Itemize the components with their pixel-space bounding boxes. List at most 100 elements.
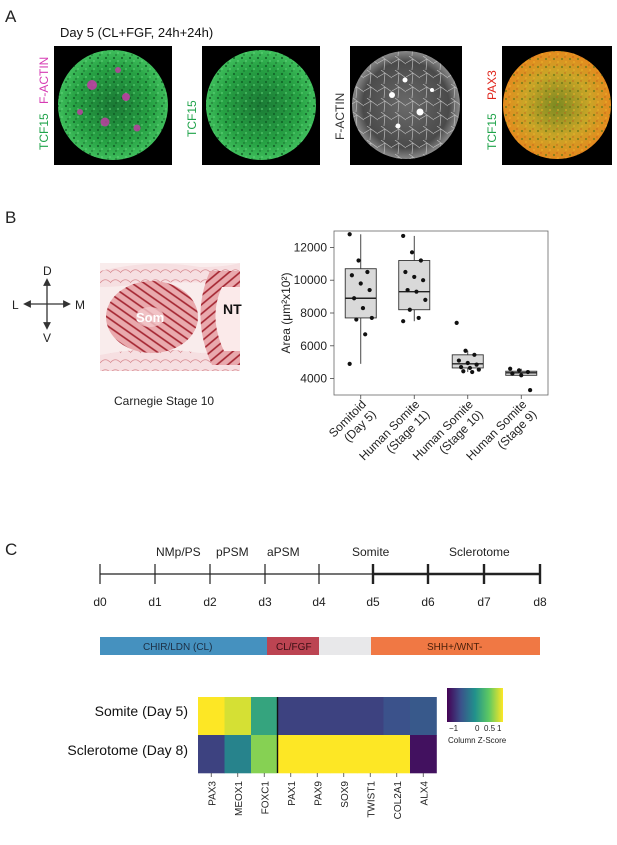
data-point xyxy=(456,358,461,363)
data-point xyxy=(403,269,408,275)
heatmap-row-sclerotome: Sclerotome (Day 8) xyxy=(67,742,188,758)
condition-shh-wnt: SHH+/WNT- xyxy=(427,642,482,653)
timeline-day-label: d0 xyxy=(93,595,107,609)
data-point xyxy=(476,367,481,372)
data-point xyxy=(470,369,475,375)
panel-a: A Day 5 (CL+FGF, 24h+24h) TCF15 F-ACTIN … xyxy=(5,7,612,165)
microscopy-image-tcf15-pax3 xyxy=(502,46,612,165)
histology-label-som: Som xyxy=(136,310,164,325)
heatmap-cell xyxy=(224,735,252,774)
heatmap-cell xyxy=(357,735,384,774)
image-4-label-tcf15: TCF15 xyxy=(485,113,499,150)
stage-somite: Somite xyxy=(352,545,390,559)
timeline: d0 d1 d2 d3 d4 d5 d6 d7 d8 xyxy=(93,564,547,609)
data-point xyxy=(528,387,533,393)
data-point xyxy=(405,287,410,293)
heatmap-col-label: ALX4 xyxy=(419,781,430,806)
data-point xyxy=(467,365,473,371)
orientation-d: D xyxy=(43,264,52,278)
timeline-day-label: d4 xyxy=(312,595,326,609)
data-point xyxy=(416,315,421,321)
stage-ppsm: pPSM xyxy=(216,545,249,559)
y-tick-label: 6000 xyxy=(300,339,327,353)
y-tick-label: 8000 xyxy=(300,306,327,320)
data-point xyxy=(459,365,464,370)
panel-b: B D V L M Som NT Carnegie Stage 10 4000 6… xyxy=(5,208,549,463)
image-4-label-pax3: PAX3 xyxy=(485,70,499,100)
image-3-label-factin: F-ACTIN xyxy=(333,93,347,140)
heatmap-cell xyxy=(198,735,225,774)
heatmap-row-somite: Somite (Day 5) xyxy=(95,703,188,719)
timeline-day-label: d1 xyxy=(148,595,162,609)
heatmap-cell xyxy=(251,697,278,736)
data-point xyxy=(508,366,513,371)
heatmap-cell xyxy=(277,735,305,774)
data-point xyxy=(349,273,354,278)
color-key-tick-05: 0.5 xyxy=(484,724,496,733)
panel-c-letter: C xyxy=(5,540,17,559)
y-tick-label: 4000 xyxy=(300,372,327,386)
panel-a-title: Day 5 (CL+FGF, 24h+24h) xyxy=(60,25,213,40)
heatmap-cell xyxy=(383,697,411,736)
data-point xyxy=(474,362,479,367)
orientation-arrows xyxy=(23,278,71,330)
data-point xyxy=(412,274,417,280)
heatmap-cell xyxy=(277,697,305,736)
data-point xyxy=(347,232,352,237)
data-point xyxy=(367,287,372,293)
heatmap-col-label: MEOX1 xyxy=(234,781,245,816)
heatmap-cell xyxy=(330,697,358,736)
condition-cl-fgf: CL/FGF xyxy=(276,642,312,653)
data-point xyxy=(423,297,428,302)
panel-c: C d0 d1 d2 d3 d4 d5 d6 d7 d8 NMp/PS pPSM aPSM So… xyxy=(5,540,547,820)
heatmap-col-label: COL2A1 xyxy=(393,781,404,820)
heatmap-cell xyxy=(224,697,252,736)
condition-bar xyxy=(100,637,540,655)
heatmap-col-label: PAX9 xyxy=(313,781,324,806)
data-point xyxy=(369,315,374,321)
data-point xyxy=(461,369,466,374)
color-key: −1 0 0.5 1 Column Z-Score xyxy=(447,688,507,745)
data-point xyxy=(414,289,419,294)
heatmap-cell xyxy=(304,697,331,736)
heatmap-cell xyxy=(330,735,358,774)
heatmap-cell xyxy=(251,735,278,774)
data-point xyxy=(363,332,368,337)
data-point xyxy=(354,317,359,322)
heatmap-cell xyxy=(410,697,437,736)
microscopy-image-tcf15 xyxy=(202,46,320,165)
condition-chir-ldn: CHIR/LDN (CL) xyxy=(143,642,212,653)
timeline-day-label: d6 xyxy=(421,595,435,609)
timeline-day-label: d5 xyxy=(366,595,380,609)
data-point xyxy=(418,258,423,263)
heatmap-cell xyxy=(410,735,437,774)
color-key-tick-1: 1 xyxy=(497,724,502,733)
data-point xyxy=(510,371,515,376)
panel-b-letter: B xyxy=(5,208,16,227)
histology-caption: Carnegie Stage 10 xyxy=(114,394,214,408)
data-point xyxy=(525,369,530,375)
data-point xyxy=(347,361,352,366)
box xyxy=(398,260,431,311)
heatmap-col-label: TWIST1 xyxy=(366,781,377,818)
data-point xyxy=(358,281,363,286)
heatmap-cell xyxy=(198,697,225,736)
data-point xyxy=(360,305,366,311)
data-point xyxy=(409,250,415,255)
image-1-label-factin: F-ACTIN xyxy=(37,57,51,104)
timeline-day-label: d7 xyxy=(477,595,491,609)
data-point xyxy=(472,352,477,357)
histology-section xyxy=(100,263,240,371)
data-point xyxy=(407,307,412,312)
orientation-v: V xyxy=(43,331,51,345)
stage-sclerotome: Sclerotome xyxy=(449,545,510,559)
heatmap-col-label: FOXC1 xyxy=(260,781,271,815)
data-point xyxy=(401,233,406,239)
data-point xyxy=(401,319,406,324)
y-tick-label: 12000 xyxy=(294,240,328,254)
data-point xyxy=(516,368,522,373)
data-point xyxy=(465,360,470,366)
image-1-label-tcf15: TCF15 xyxy=(37,113,51,150)
y-axis-label: Area (μm²x10²) xyxy=(279,273,293,354)
